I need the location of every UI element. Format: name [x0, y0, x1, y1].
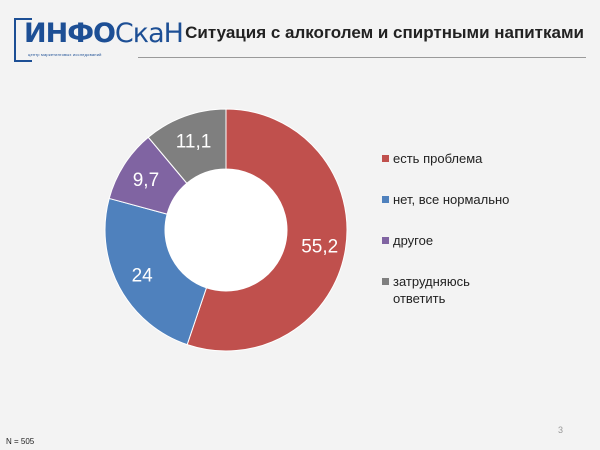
- legend-swatch: [382, 278, 389, 285]
- donut-data-label-4: 11,1: [176, 132, 212, 153]
- legend-label: нет, все нормально: [393, 192, 510, 207]
- company-logo: ИНФОСкаН центр маркетинговых исследовани…: [14, 14, 184, 62]
- logo-text-rest: СкаН: [114, 18, 184, 49]
- donut-data-label-2: 24: [132, 266, 154, 287]
- logo-frame: [14, 18, 32, 62]
- legend-item-1: есть проблема: [382, 150, 482, 167]
- logo-text-main: ИНФО: [24, 18, 116, 49]
- donut-data-label-1: 55,2: [301, 236, 338, 257]
- page-title: Ситуация с алкоголем и спиртными напитка…: [185, 23, 584, 42]
- donut-data-label-3: 9,7: [133, 170, 159, 191]
- legend-label: есть проблема: [393, 151, 483, 166]
- legend-item-4: затрудняюсь ответить: [382, 273, 470, 307]
- legend-swatch: [382, 155, 389, 162]
- legend-item-2: нет, все нормально: [382, 191, 509, 208]
- logo-subtitle: центр маркетинговых исследований: [28, 52, 102, 57]
- page-number: 3: [558, 425, 564, 435]
- legend-item-3: другое: [382, 232, 433, 249]
- legend-label: другое: [393, 233, 434, 248]
- legend-swatch: [382, 237, 389, 244]
- donut-hole: [165, 169, 287, 291]
- legend-label: затрудняюсь: [393, 274, 470, 289]
- logo-wordmark: ИНФОСкаН: [24, 18, 184, 49]
- title-divider: [138, 57, 586, 58]
- sample-size-note: N = 505: [6, 437, 35, 446]
- legend-swatch: [382, 196, 389, 203]
- legend-label: ответить: [393, 291, 446, 306]
